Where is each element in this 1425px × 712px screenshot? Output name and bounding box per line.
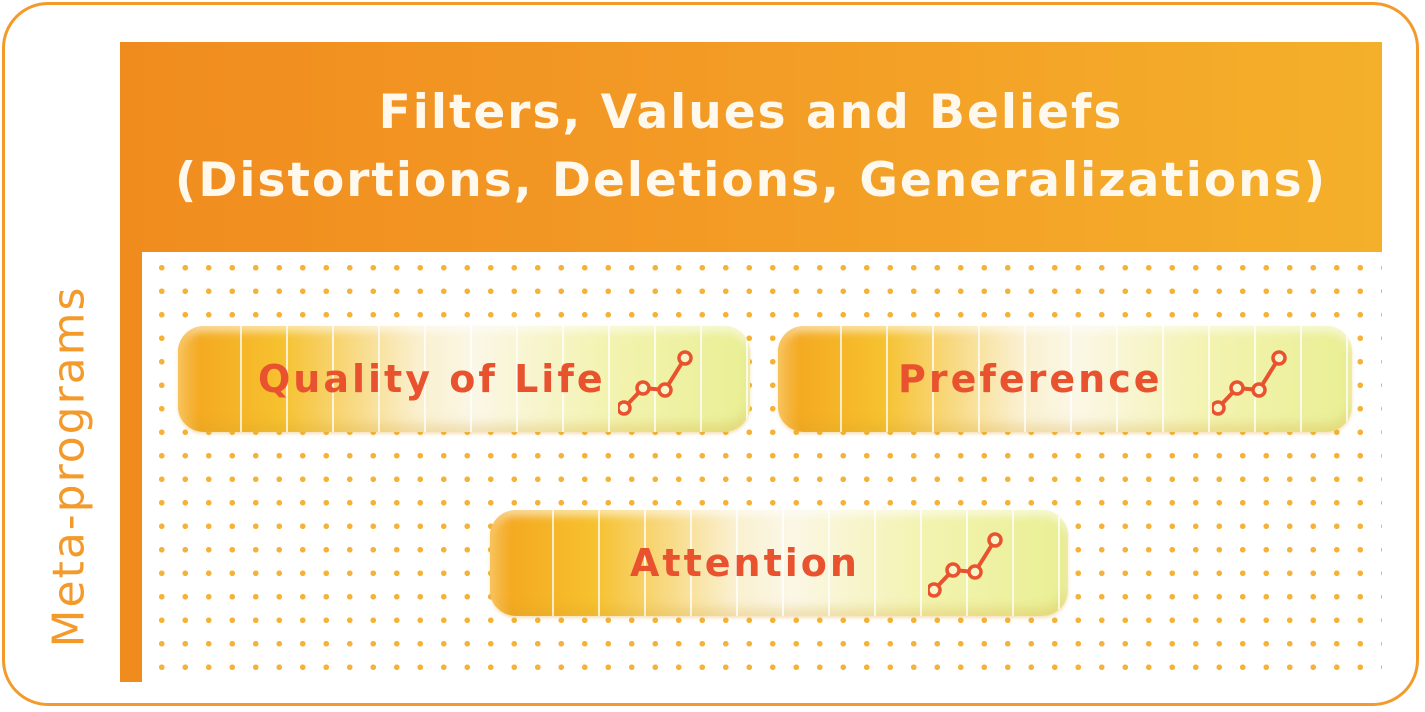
pill-label: Preference bbox=[898, 357, 1163, 401]
pill-preference: Preference bbox=[778, 326, 1352, 432]
vertical-bar bbox=[120, 252, 142, 682]
pill-label: Attention bbox=[630, 541, 860, 585]
header-subtitle: (Distortions, Deletions, Generalizations… bbox=[174, 153, 1328, 208]
line-graph-icon bbox=[928, 532, 1003, 598]
side-label: Meta-programs bbox=[43, 285, 95, 647]
header-banner: Filters, Values and Beliefs (Distortions… bbox=[120, 42, 1382, 252]
line-graph-icon bbox=[618, 350, 693, 416]
dotted-area bbox=[150, 256, 1382, 682]
line-graph-icon bbox=[1212, 350, 1287, 416]
header-title: Filters, Values and Beliefs bbox=[378, 85, 1124, 140]
pill-attention: Attention bbox=[490, 510, 1068, 616]
side-label-container: Meta-programs bbox=[42, 256, 96, 676]
pill-label: Quality of Life bbox=[258, 357, 606, 401]
pill-quality-of-life: Quality of Life bbox=[178, 326, 750, 432]
